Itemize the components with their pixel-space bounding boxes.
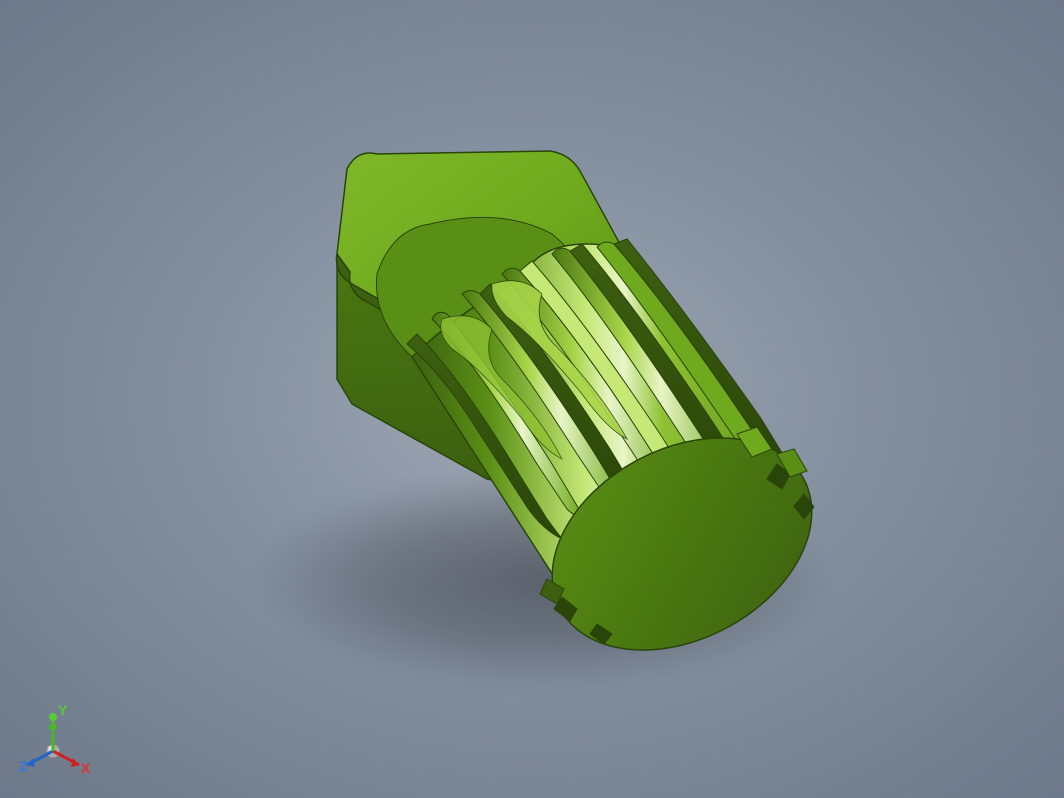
cad-viewport[interactable]: Z X Y	[0, 0, 1064, 798]
y-axis-label: Y	[58, 702, 68, 718]
axis-triad-svg: Z X Y	[15, 693, 105, 783]
model-container[interactable]	[182, 99, 882, 699]
y-axis-ball	[49, 713, 57, 721]
z-axis-label: Z	[19, 758, 28, 774]
coordinate-axis-triad[interactable]: Z X Y	[15, 693, 105, 783]
model-render	[182, 99, 882, 699]
x-axis-label: X	[81, 760, 91, 776]
y-axis-arrow	[48, 721, 58, 729]
